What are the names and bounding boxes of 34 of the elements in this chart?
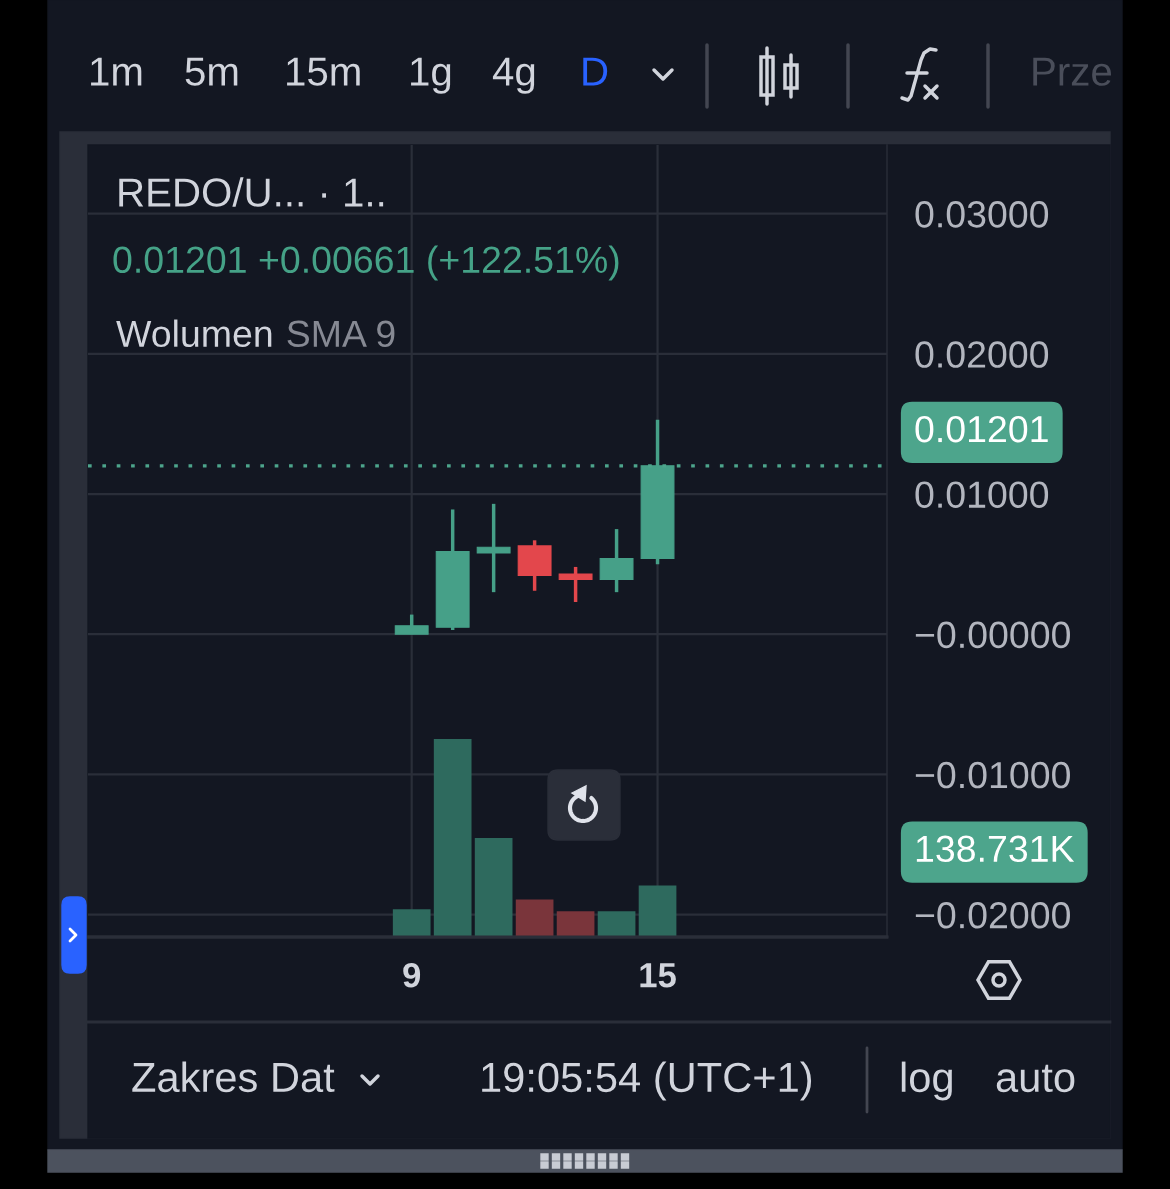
annotation: Wolumen xyxy=(116,319,272,348)
candlestick xyxy=(476,503,511,593)
bar xyxy=(433,739,472,937)
text: 0.01201 +0.00661 (+122.51%) xyxy=(113,245,619,281)
text: Prze xyxy=(1033,57,1112,86)
text: auto xyxy=(996,1064,1075,1093)
y-tick-label: −0.01000 xyxy=(915,761,1070,789)
annotation: SMA 9 xyxy=(287,320,395,348)
y-tick-label: 0.02000 xyxy=(915,341,1049,368)
text: 5m xyxy=(185,57,238,86)
bar xyxy=(515,899,554,937)
text: REDO/U... · 1.. xyxy=(119,177,384,207)
text: Zakres Dat xyxy=(132,1061,335,1093)
text: D xyxy=(583,57,608,86)
y-tick-label: −0.00000 xyxy=(915,621,1070,649)
x-tick-label: 15 xyxy=(640,963,676,988)
candlestick xyxy=(558,565,593,602)
text: 19:05:54 (UTC+1) xyxy=(482,1061,812,1101)
y-tick-label: 0.01000 xyxy=(915,481,1049,508)
ref-line-label: 0.01201 xyxy=(915,415,1048,443)
x-tick-label: 9 xyxy=(403,962,421,988)
bar xyxy=(392,909,431,937)
text: 1m xyxy=(91,57,142,86)
text: 138.731K xyxy=(916,835,1075,863)
bar xyxy=(556,911,595,937)
text: 4g xyxy=(492,57,535,94)
bar xyxy=(474,838,513,937)
bar xyxy=(638,885,677,937)
y-tick-label: −0.02000 xyxy=(915,901,1070,929)
text: 1g xyxy=(411,57,451,94)
y-tick-label: 0.03000 xyxy=(915,201,1049,228)
bar xyxy=(597,911,636,937)
text: log xyxy=(901,1061,952,1101)
text: 15m xyxy=(287,57,360,86)
